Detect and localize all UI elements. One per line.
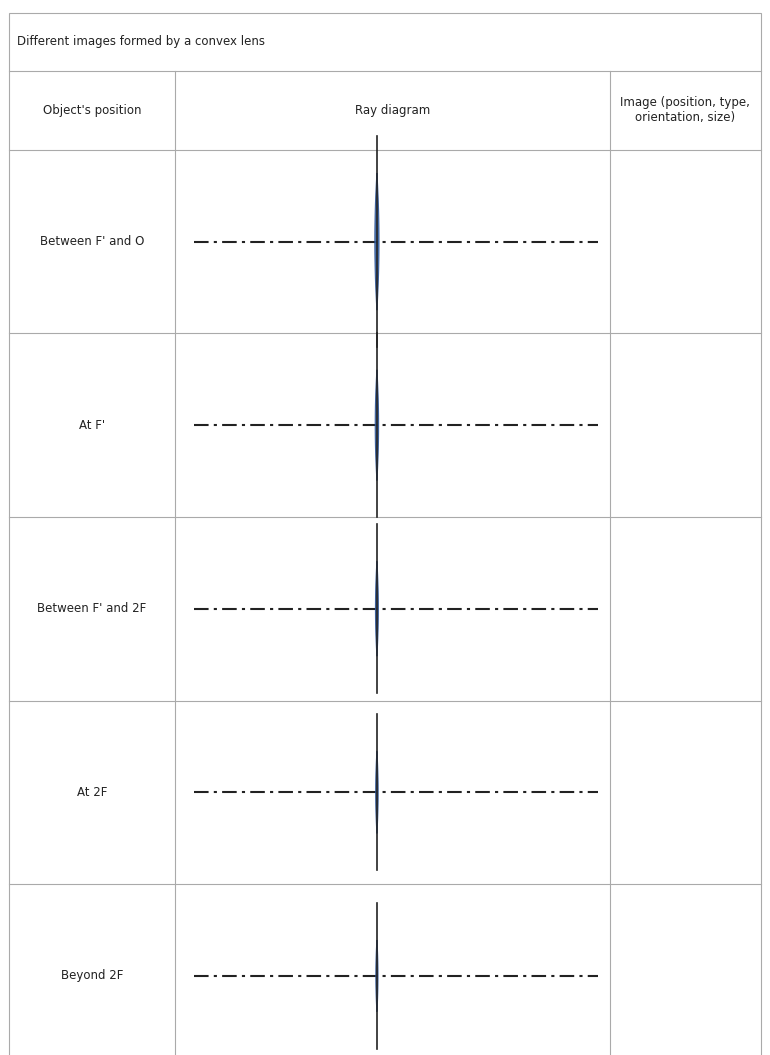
Text: Image (position, type,
orientation, size): Image (position, type, orientation, size… — [621, 96, 750, 124]
Text: At 2F: At 2F — [77, 786, 107, 799]
Text: Different images formed by a convex lens: Different images formed by a convex lens — [17, 35, 265, 49]
Text: At F': At F' — [79, 419, 105, 431]
Polygon shape — [375, 173, 379, 310]
Polygon shape — [376, 940, 378, 1012]
Text: Ray diagram: Ray diagram — [355, 103, 430, 117]
Text: Between F' and O: Between F' and O — [40, 235, 144, 248]
Text: Beyond 2F: Beyond 2F — [61, 970, 123, 982]
Polygon shape — [376, 751, 378, 833]
Polygon shape — [375, 370, 379, 481]
Polygon shape — [376, 561, 378, 656]
Text: Object's position: Object's position — [43, 103, 141, 117]
Text: Between F' and 2F: Between F' and 2F — [38, 602, 146, 615]
